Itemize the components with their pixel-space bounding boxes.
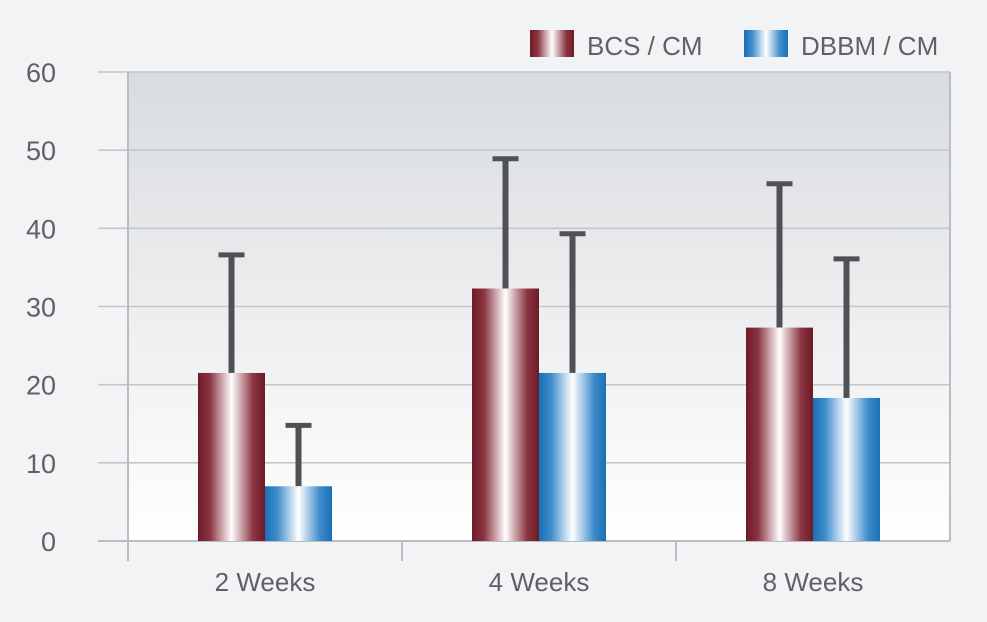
legend-item: BCS / CM [530,30,703,61]
x-tick-labels: 2 Weeks 4 Weeks 8 Weeks [215,567,864,597]
y-tick-label: 40 [26,214,56,244]
bar [539,372,606,541]
y-tick-label: 30 [26,293,56,323]
error-bar [218,252,245,373]
error-bar [285,422,312,487]
error-bar [559,231,586,373]
bar [198,372,265,541]
error-bar [833,256,860,398]
x-tick-label: 4 Weeks [489,567,590,597]
legend-label: DBBM / CM [801,31,938,61]
bar [746,327,813,541]
y-tick-label: 60 [26,58,56,88]
legend: BCS / CM DBBM / CM [530,30,938,61]
error-bars [218,156,860,487]
bars [198,288,880,541]
y-tick-label: 50 [26,136,56,166]
legend-swatch [744,30,788,57]
error-bar [492,156,519,289]
bar [265,486,332,541]
y-tick-label: 20 [26,371,56,401]
y-tick-label: 10 [26,449,56,479]
legend-item: DBBM / CM [744,30,938,61]
y-tick-labels: 0 10 20 30 40 50 60 [26,58,56,557]
x-tick-label: 8 Weeks [763,567,864,597]
bar [472,288,539,541]
error-bar [766,181,793,328]
x-tick-label: 2 Weeks [215,567,316,597]
legend-label: BCS / CM [587,31,703,61]
legend-swatch [530,30,574,57]
y-tick-label: 0 [41,527,56,557]
bar [813,397,880,541]
